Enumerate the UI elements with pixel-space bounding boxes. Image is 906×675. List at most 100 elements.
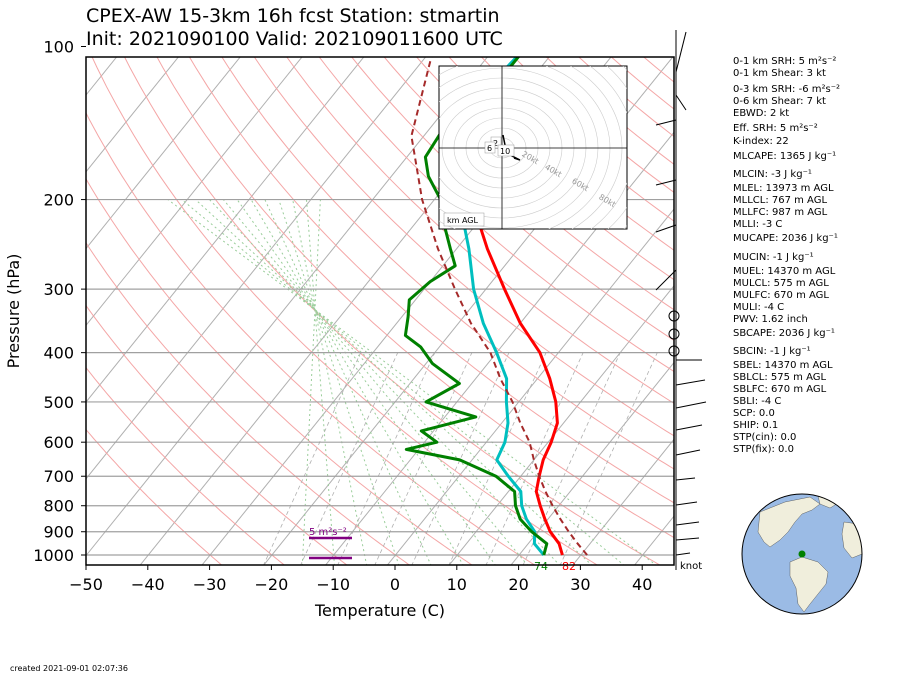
y-tick-label: 600 [43, 433, 74, 452]
isotherm-line [86, 57, 241, 250]
index-line: STP(fix): 0.0 [733, 444, 794, 455]
index-line: Eff. SRH: 5 m²s⁻² [733, 123, 818, 134]
wind-barb [675, 401, 707, 409]
calm-wind-circle [668, 328, 680, 340]
wind-barb [655, 179, 677, 186]
dry-adiabat [91, 57, 599, 565]
index-line: SBCIN: -1 J kg⁻¹ [733, 346, 811, 357]
dry-adiabat [156, 57, 674, 539]
index-line: MLLCL: 767 m AGL [733, 195, 828, 206]
index-line: SCP: 0.0 [733, 408, 775, 419]
north-america-land [757, 496, 821, 548]
index-line: 0-1 km Shear: 3 kt [733, 68, 826, 79]
hodograph-units-label: km AGL [447, 216, 479, 225]
isotherm-line [510, 361, 674, 565]
dry-adiabat [642, 57, 674, 83]
y-tick-label: 800 [43, 497, 74, 516]
isotherm-line [86, 57, 303, 327]
y-tick-label: 500 [43, 393, 74, 412]
index-line: SBEL: 14370 m AGL [733, 360, 833, 371]
mixing-ratio-line [522, 352, 621, 565]
wind-barb [675, 424, 703, 431]
moist-adiabat [292, 199, 368, 565]
x-tick-label: −10 [316, 575, 350, 594]
wind-barb [655, 224, 677, 233]
x-tick-label: −30 [193, 575, 227, 594]
dry-adiabat [318, 57, 674, 373]
profile-line [470, 199, 564, 556]
y-tick-label: 200 [43, 191, 74, 210]
moist-adiabat [278, 199, 400, 565]
index-line: MLLI: -3 C [733, 219, 783, 230]
moist-adiabat [306, 199, 335, 565]
x-tick-label: −50 [69, 575, 103, 594]
location-globe [741, 493, 863, 615]
dry-adiabat [123, 57, 661, 565]
dry-adiabat [351, 57, 674, 341]
index-line: 0-1 km SRH: 5 m²s⁻² [733, 56, 837, 67]
x-tick-label: 40 [632, 575, 652, 594]
hodograph-height-label: 2 [493, 139, 498, 148]
wind-barb [675, 521, 700, 526]
index-line: PWV: 1.62 inch [733, 314, 808, 325]
station-marker [798, 550, 806, 558]
index-line: SBLI: -4 C [733, 396, 782, 407]
isotherm-line [386, 208, 674, 565]
wind-units-label: knot [680, 561, 702, 572]
calm-wind-circle [668, 310, 680, 322]
index-line: 0-3 km SRH: -6 m²s⁻² [733, 84, 840, 95]
index-line: 0-6 km Shear: 7 kt [733, 96, 826, 107]
surface-value-label: 82 [562, 560, 576, 573]
profile-line [403, 57, 549, 556]
y-tick-label: 300 [43, 280, 74, 299]
index-line: SBLFC: 670 m AGL [733, 384, 827, 395]
isotherm-line [86, 57, 180, 173]
index-line: MUEL: 14370 m AGL [733, 266, 836, 277]
x-tick-label: −20 [255, 575, 289, 594]
wind-barb [655, 269, 677, 291]
skewt-chart: 5 m²s⁻²74 8210009008007006005004003002001… [0, 30, 730, 620]
y-tick-label: 1000 [33, 546, 74, 565]
isotherm-line [448, 285, 674, 565]
y-tick-label: 100 [43, 38, 74, 57]
moist-adiabat [181, 199, 625, 565]
dry-adiabat [286, 57, 674, 404]
index-line: MLLFC: 987 m AGL [733, 207, 828, 218]
index-line: MLCIN: -3 J kg⁻¹ [733, 169, 812, 180]
dry-adiabat [86, 111, 536, 565]
dry-adiabat [253, 57, 674, 437]
isotherm-line [86, 57, 365, 403]
mixing-ratio-line [559, 352, 658, 565]
srh-label: 5 m²s⁻² [309, 527, 347, 538]
wind-barb [675, 31, 687, 73]
hodograph-height-label: 10 [500, 147, 510, 156]
moist-adiabat [250, 199, 464, 565]
index-line: MULI: -4 C [733, 302, 785, 313]
index-line: MLEL: 13973 m AGL [733, 183, 834, 194]
index-line: SHIP: 0.1 [733, 420, 779, 431]
index-line: K-index: 22 [733, 136, 789, 147]
dry-adiabat [415, 57, 674, 281]
wind-barb [675, 537, 700, 541]
south-america-land [789, 556, 829, 613]
isotherm-line [86, 57, 427, 480]
dry-adiabat [188, 57, 674, 504]
index-line: STP(cin): 0.0 [733, 432, 797, 443]
chart-subtitle: Init: 2021090100 Valid: 202109011600 UTC [86, 28, 503, 50]
dry-adiabat [86, 178, 473, 565]
index-line: MUCIN: -1 J kg⁻¹ [733, 252, 814, 263]
created-timestamp: created 2021-09-01 02:07:36 [10, 664, 128, 673]
index-line: SBCAPE: 2036 J kg⁻¹ [733, 328, 835, 339]
dry-adiabat [383, 57, 674, 311]
moist-adiabat [264, 199, 432, 565]
isotherm-line [86, 57, 489, 557]
isotherm-line [696, 47, 730, 566]
x-axis-label: Temperature (C) [314, 601, 445, 620]
wind-barb [675, 552, 691, 556]
isotherm-line [0, 47, 1, 566]
moist-adiabat [223, 199, 529, 565]
index-line: SBLCL: 575 m AGL [733, 372, 827, 383]
y-axis-label: Pressure (hPa) [4, 254, 23, 369]
wind-barb [675, 94, 687, 111]
